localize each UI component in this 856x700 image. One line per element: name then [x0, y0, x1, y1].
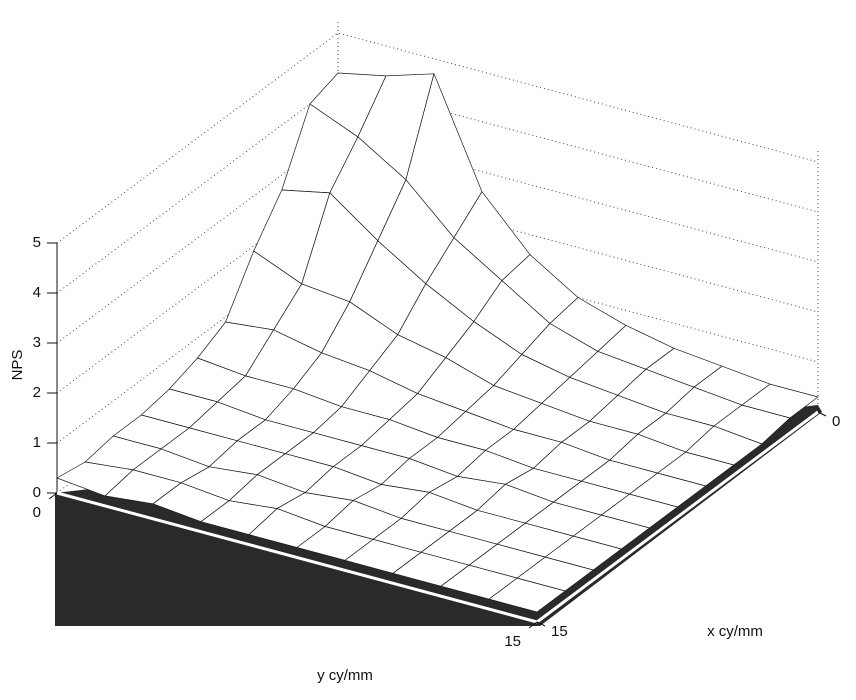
z-tick-label: 2	[33, 384, 41, 401]
x-tick-label: 15	[551, 623, 568, 640]
grid-line	[56, 82, 819, 294]
x-tick	[817, 411, 827, 417]
y-axis-label: y cy/mm	[317, 667, 373, 684]
z-tick-label: 5	[33, 234, 41, 251]
x-axis	[536, 410, 819, 624]
z-axis-label: NPS	[9, 350, 26, 381]
z-tick-label: 4	[33, 284, 41, 301]
y-axis	[56, 491, 538, 624]
grid-line	[56, 132, 819, 344]
surface-cell	[488, 577, 566, 613]
y-tick-label: 0	[33, 504, 41, 521]
z-tick-label: 0	[33, 484, 41, 501]
grid-line	[56, 232, 819, 444]
y-tick-label: 15	[504, 633, 521, 650]
grid-line	[56, 32, 819, 244]
x-tick-label: 0	[832, 413, 840, 430]
x-axis-label: x cy/mm	[707, 623, 763, 640]
y-tick	[528, 621, 538, 629]
x-tick	[536, 621, 546, 627]
grid-line	[56, 182, 819, 394]
z-tick-label: 3	[33, 334, 41, 351]
y-tick	[48, 492, 58, 500]
z-tick-label: 1	[33, 434, 41, 451]
